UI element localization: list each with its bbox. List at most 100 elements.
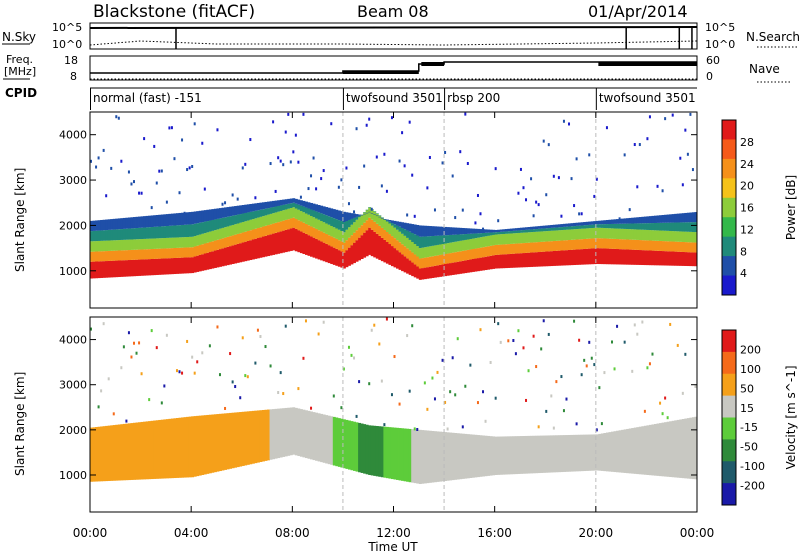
power-pixel-column xyxy=(127,250,131,261)
velocity-pixel-column xyxy=(555,435,559,473)
power-pixel-column xyxy=(256,202,260,211)
velocity-pixel-column xyxy=(461,433,465,479)
power-pixel-column xyxy=(153,215,157,227)
power-pixel-column xyxy=(482,257,485,271)
power-pixel-column xyxy=(459,227,463,235)
power-pixel-column xyxy=(347,212,351,220)
velocity-pixel-column xyxy=(502,436,506,475)
power-pixel-column xyxy=(327,235,331,246)
power-pixel-column xyxy=(125,260,129,277)
power-scatter-point xyxy=(115,115,118,119)
power-pixel-column xyxy=(292,198,296,203)
power-scatter-point xyxy=(365,123,368,127)
power-pixel-column xyxy=(347,219,351,228)
power-pixel-column xyxy=(507,231,511,234)
freq-unit: [MHz] xyxy=(4,65,36,78)
power-pixel-column xyxy=(330,217,334,226)
power-pixel-column xyxy=(92,241,96,252)
velocity-pixel-column xyxy=(244,411,248,466)
power-pixel-column xyxy=(132,239,136,250)
velocity-scatter-point xyxy=(456,337,459,341)
power-pixel-column xyxy=(251,239,255,260)
power-pixel-column xyxy=(203,253,207,271)
velocity-pixel-column xyxy=(188,416,192,478)
power-pixel-column xyxy=(626,223,630,230)
power-pixel-column xyxy=(340,230,344,242)
velocity-scatter-point xyxy=(694,384,697,388)
power-pixel-column xyxy=(122,260,126,277)
power-pixel-column xyxy=(375,215,379,217)
y-tick-label: 3000 xyxy=(59,174,87,187)
power-pixel-column xyxy=(514,230,518,234)
velocity-frame xyxy=(89,316,698,513)
power-scatter-point xyxy=(408,120,411,124)
power-pixel-column xyxy=(327,224,331,236)
velocity-scatter-point xyxy=(464,384,467,388)
nsky-panel xyxy=(89,22,698,50)
velocity-scatter-point xyxy=(482,390,485,394)
velocity-pixel-column xyxy=(575,434,579,472)
date-title: 01/Apr/2014 xyxy=(588,2,688,21)
power-pixel-column xyxy=(403,235,407,247)
power-pixel-column xyxy=(643,216,647,224)
power-pixel-column xyxy=(636,249,640,265)
power-pixel-column xyxy=(469,239,473,250)
power-pixel-column xyxy=(656,222,660,231)
power-pixel-column xyxy=(105,240,109,252)
power-pixel-column xyxy=(590,248,594,265)
power-pixel-column xyxy=(411,241,415,253)
power-pixel-column xyxy=(489,245,493,256)
power-scatter-point xyxy=(517,191,520,195)
power-pixel-column xyxy=(373,231,377,258)
power-pixel-column xyxy=(628,249,632,265)
velocity-pixel-column xyxy=(122,423,126,481)
colorbar-tick-label: 12 xyxy=(740,223,754,236)
power-pixel-column xyxy=(598,224,602,228)
power-pixel-column xyxy=(530,229,534,233)
power-pixel-column xyxy=(499,231,503,235)
velocity-pixel-column xyxy=(530,435,534,474)
power-pixel-column xyxy=(213,208,217,220)
freq-band xyxy=(421,62,445,66)
colorbar-swatch xyxy=(722,139,736,160)
power-pixel-column xyxy=(216,208,220,219)
velocity-scatter-point xyxy=(317,332,320,336)
power-pixel-column xyxy=(289,218,293,229)
velocity-scatter-point xyxy=(231,380,234,384)
power-pixel-column xyxy=(122,228,126,240)
velocity-scatter-point xyxy=(163,384,166,388)
power-pixel-column xyxy=(446,263,450,276)
power-pixel-column xyxy=(254,218,258,229)
power-pixel-column xyxy=(449,242,453,254)
colorbar-swatch xyxy=(722,197,736,218)
power-pixel-column xyxy=(251,203,255,212)
power-pixel-column xyxy=(302,222,306,233)
velocity-pixel-column xyxy=(363,424,367,474)
power-scatter-point xyxy=(401,131,404,135)
power-pixel-column xyxy=(451,242,455,253)
power-pixel-column xyxy=(279,210,283,222)
power-pixel-column xyxy=(183,212,187,225)
velocity-pixel-column xyxy=(403,428,407,482)
power-pixel-column xyxy=(234,215,238,225)
velocity-pixel-column xyxy=(345,419,349,469)
power-pixel-column xyxy=(284,199,288,205)
velocity-scatter-point xyxy=(461,425,464,429)
power-pixel-column xyxy=(175,257,179,274)
power-pixel-column xyxy=(562,240,566,251)
power-pixel-column xyxy=(221,238,225,249)
velocity-scatter-point xyxy=(102,322,105,326)
power-pixel-column xyxy=(264,201,268,209)
power-pixel-column xyxy=(206,242,210,253)
power-pixel-column xyxy=(213,250,217,268)
power-pixel-column xyxy=(603,248,607,265)
power-scatter-point xyxy=(110,166,113,170)
power-pixel-column xyxy=(201,210,205,223)
power-scatter-point xyxy=(545,193,548,197)
power-pixel-column xyxy=(340,211,344,222)
velocity-scatter-point xyxy=(535,365,538,369)
velocity-pixel-column xyxy=(444,432,448,482)
power-pixel-column xyxy=(244,231,248,242)
colorbar-tick-label: 100 xyxy=(740,363,761,376)
